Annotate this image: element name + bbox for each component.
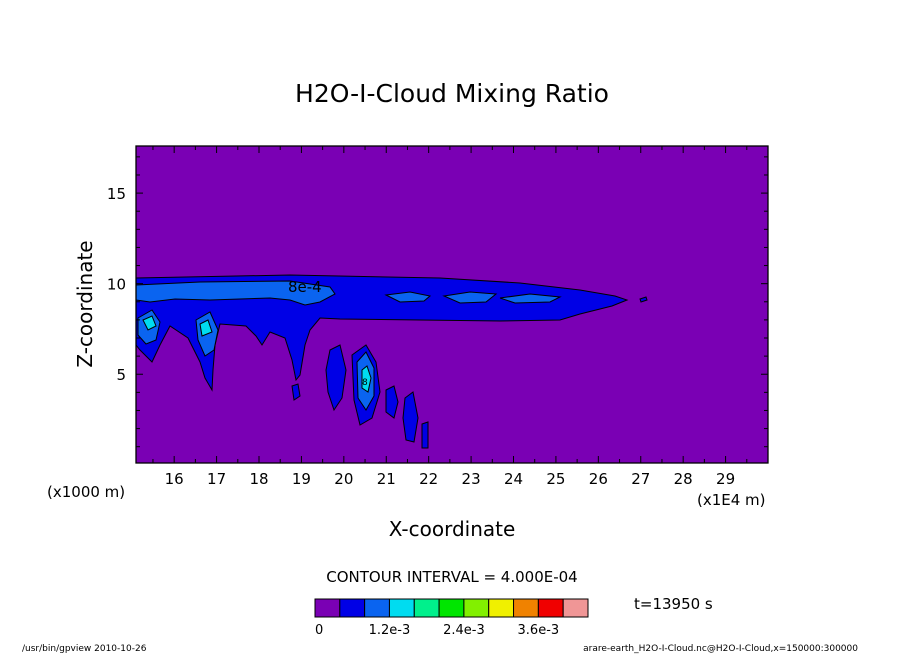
x-tick-label: 26 xyxy=(589,470,608,488)
blob-c xyxy=(385,385,399,419)
y-tick-labels: 5 10 15 xyxy=(107,185,126,384)
colorbar-swatch xyxy=(513,598,539,618)
contour-level-2d xyxy=(499,293,562,304)
contour-level-1 xyxy=(135,274,629,392)
x-tick-label: 23 xyxy=(462,470,481,488)
colorbar-swatch xyxy=(314,598,341,618)
y-tick-label: 5 xyxy=(116,366,126,384)
colorbar-tick-label: 0 xyxy=(315,623,323,638)
x-tick-label: 25 xyxy=(546,470,565,488)
colorbar-swatch xyxy=(364,598,390,618)
colorbar-swatch xyxy=(463,598,490,618)
colorbar-tick-label: 3.6e-3 xyxy=(518,623,560,638)
core-mid xyxy=(199,319,213,337)
colorbar-tick-label: 1.2e-3 xyxy=(369,623,411,638)
y-axis-label: Z-coordinate xyxy=(73,240,97,367)
colorbar-swatch xyxy=(537,598,564,618)
x-tick-label: 21 xyxy=(377,470,396,488)
x-unit-left: (x1000 m) xyxy=(47,483,125,501)
footer-right: arare-earth_H2O-I-Cloud.nc@H2O-I-Cloud,x… xyxy=(583,644,858,654)
x-tick-label: 27 xyxy=(631,470,650,488)
plot-frame xyxy=(135,145,769,464)
contour-level-2 xyxy=(135,280,336,306)
colorbar-labels: 0 1.2e-3 2.4e-3 3.6e-3 xyxy=(315,623,559,638)
x-tick-label: 29 xyxy=(716,470,735,488)
contour-interval-text: CONTOUR INTERVAL = 4.000E-04 xyxy=(326,568,577,586)
colorbar-swatch xyxy=(388,598,415,618)
x-tick-label: 20 xyxy=(334,470,353,488)
colorbar-swatch xyxy=(562,598,589,618)
x-tick-label: 28 xyxy=(674,470,693,488)
x-tick-label: 17 xyxy=(207,470,226,488)
y-tick-label: 10 xyxy=(107,276,126,294)
colorbar-swatch xyxy=(413,598,440,618)
x-tick-label: 24 xyxy=(504,470,523,488)
chart-title: H2O-I-Cloud Mixing Ratio xyxy=(295,79,609,108)
footer-left: /usr/bin/gpview 2010-10-26 xyxy=(22,644,147,654)
x-tick-labels: 16 17 18 19 20 21 22 23 24 25 26 27 28 29 xyxy=(165,470,736,488)
x-tick-label: 22 xyxy=(419,470,438,488)
colorbar-swatch xyxy=(488,598,515,618)
colorbar-tick-label: 2.4e-3 xyxy=(443,623,485,638)
colorbar-swatch xyxy=(339,598,366,618)
time-text: t=13950 s xyxy=(634,595,713,613)
x-tick-label: 19 xyxy=(292,470,311,488)
x-axis-label: X-coordinate xyxy=(389,517,516,541)
contour-field xyxy=(135,274,648,449)
contour-label: 8e-4 xyxy=(288,278,322,296)
blob-e xyxy=(421,421,429,449)
contour-level-2c xyxy=(442,291,498,304)
y-tick-label: 15 xyxy=(107,185,126,203)
plot-area: 8e-4 8 16 17 18 19 20 21 22 23 24 25 26 27 28 29 5 10 1… xyxy=(107,145,769,488)
blob-f xyxy=(291,383,301,401)
contour-level-2b xyxy=(384,291,432,303)
x-tick-label: 16 xyxy=(165,470,184,488)
blob-b-core xyxy=(361,365,372,393)
blob-d xyxy=(402,391,419,443)
y-tick-marks xyxy=(136,156,768,448)
blob-a xyxy=(325,344,347,412)
x-unit-right: (x1E4 m) xyxy=(697,491,766,509)
core-left xyxy=(142,315,157,331)
colorbar xyxy=(314,598,589,618)
contour-label-small: 8 xyxy=(362,378,368,388)
x-tick-marks xyxy=(152,146,748,463)
x-tick-label: 18 xyxy=(249,470,268,488)
colorbar-swatch xyxy=(438,598,465,618)
tail-blip xyxy=(639,296,648,303)
